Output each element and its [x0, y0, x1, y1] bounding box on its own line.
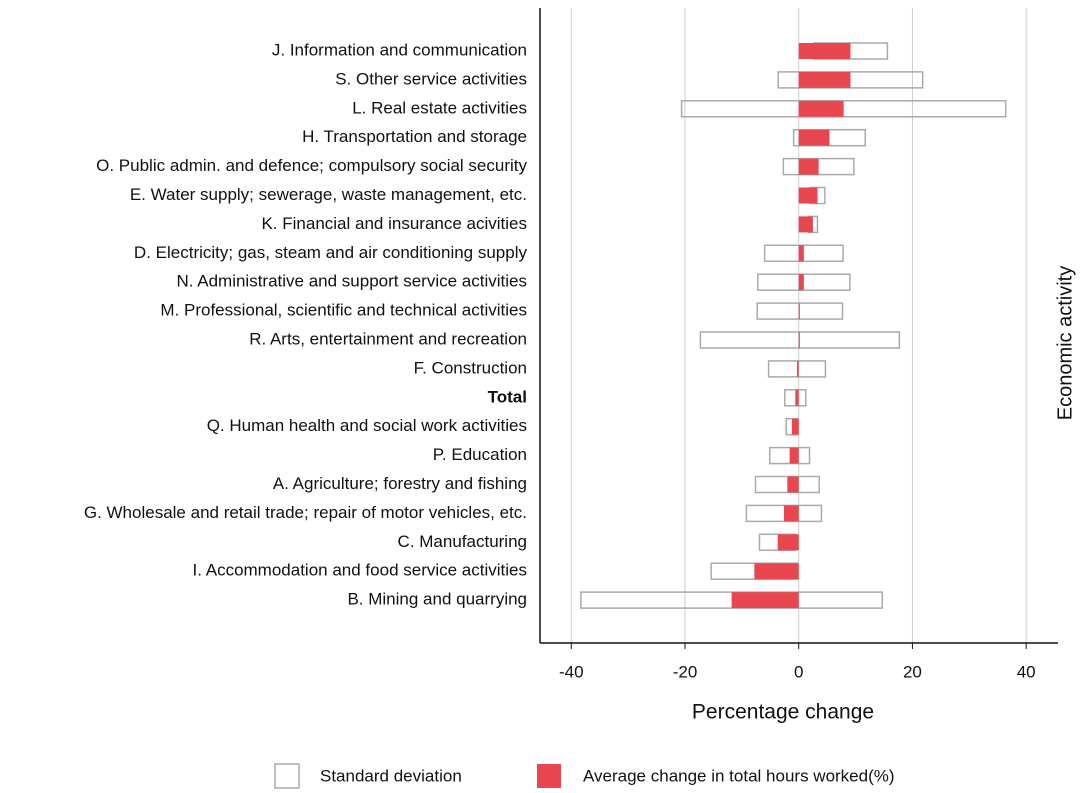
y-tick-label: N. Administrative and support service ac…: [176, 272, 527, 291]
x-tick-label: 20: [903, 662, 922, 681]
y-tick-label: F. Construction: [414, 358, 527, 377]
y-tick-label: Q. Human health and social work activiti…: [207, 416, 527, 435]
bar: [791, 418, 799, 435]
x-axis-title: Percentage change: [692, 701, 874, 724]
x-tick-label: 40: [1017, 662, 1036, 681]
bar: [797, 360, 799, 377]
bar: [798, 129, 830, 146]
legend-swatch: [537, 764, 561, 788]
y-tick-label: O. Public admin. and defence; compulsory…: [96, 156, 527, 175]
y-tick-label: P. Education: [433, 445, 527, 464]
bar: [754, 563, 799, 580]
sd-box: [782, 157, 855, 176]
y-tick-label: B. Mining and quarrying: [347, 590, 527, 609]
y-tick-label: A. Agriculture; forestry and fishing: [273, 474, 527, 493]
bar: [798, 303, 800, 320]
bar: [798, 71, 851, 88]
y-tick-label: Total: [488, 387, 527, 406]
bar: [783, 505, 799, 522]
sd-box: [745, 504, 823, 523]
x-tick-label: 0: [794, 662, 803, 681]
y-tick-label: H. Transportation and storage: [302, 127, 527, 146]
bar: [798, 187, 818, 204]
sd-box: [763, 244, 844, 263]
bar: [798, 43, 851, 59]
legend-label: Average change in total hours worked(%): [583, 766, 895, 785]
bar: [798, 332, 800, 348]
x-tick-label: -20: [673, 662, 698, 681]
x-tick-label: -40: [559, 662, 584, 681]
bar: [777, 534, 799, 551]
legend-swatch: [274, 763, 300, 789]
y-tick-label: L. Real estate activities: [352, 98, 527, 117]
y-tick-label: G. Wholesale and retail trade; repair of…: [84, 503, 527, 522]
bar: [795, 389, 799, 406]
bar: [798, 274, 804, 291]
y-tick-label: C. Manufacturing: [398, 532, 527, 551]
bar: [798, 216, 813, 233]
y-tick-label: E. Water supply; sewerage, waste managem…: [130, 185, 527, 204]
legend-label: Standard deviation: [320, 766, 462, 785]
y-tick-label: S. Other service activities: [335, 69, 527, 88]
bar: [798, 158, 819, 175]
bar: [789, 447, 799, 464]
y-axis-title: Economic activity: [1054, 266, 1076, 421]
y-tick-label: J. Information and communication: [272, 40, 527, 59]
y-tick-label: R. Arts, entertainment and recreation: [249, 329, 527, 348]
y-tick-label: I. Accommodation and food service activi…: [193, 561, 528, 580]
bar: [731, 592, 799, 609]
bar: [787, 476, 799, 493]
y-tick-label: D. Electricity; gas, steam and air condi…: [134, 243, 528, 262]
bar: [798, 245, 804, 262]
y-tick-label: K. Financial and insurance acivities: [261, 214, 527, 233]
y-tick-label: M. Professional, scientific and technica…: [160, 301, 527, 320]
bar: [798, 100, 844, 117]
